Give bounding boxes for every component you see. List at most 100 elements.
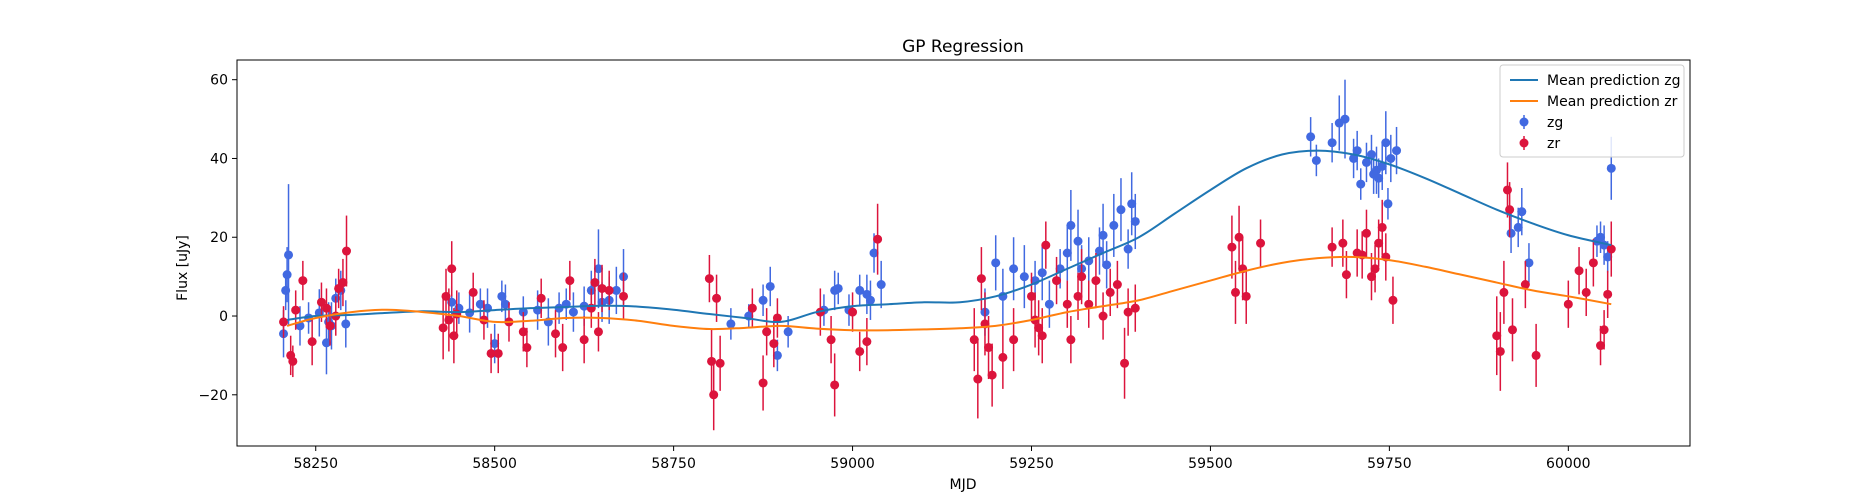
data-point — [1009, 264, 1019, 274]
data-point — [991, 258, 1001, 268]
data-point — [1127, 199, 1137, 209]
data-point — [848, 307, 858, 317]
data-point — [568, 307, 578, 317]
data-point — [1062, 248, 1072, 258]
legend-label: Mean prediction zr — [1547, 94, 1678, 110]
y-tick-label: 20 — [210, 230, 228, 246]
data-point — [987, 370, 997, 380]
data-point — [593, 327, 603, 337]
data-point — [468, 287, 478, 297]
data-point — [1370, 264, 1380, 274]
data-point — [1227, 242, 1237, 252]
data-point — [1361, 228, 1371, 238]
data-point — [976, 274, 986, 284]
legend-swatch — [1519, 138, 1529, 148]
data-point — [1130, 303, 1140, 313]
data-point — [1606, 163, 1616, 173]
data-point — [1377, 161, 1387, 171]
data-point — [765, 281, 775, 291]
data-point — [1256, 238, 1266, 248]
y-tick-label: 0 — [219, 309, 228, 325]
data-point — [475, 299, 485, 309]
data-point — [709, 390, 719, 400]
data-point — [747, 303, 757, 313]
data-point — [1077, 272, 1087, 282]
x-tick-label: 59750 — [1367, 456, 1412, 472]
data-point — [726, 319, 736, 329]
series-line — [286, 255, 1612, 332]
x-tick-label: 58500 — [472, 456, 517, 472]
data-point — [1374, 173, 1384, 183]
data-point — [1327, 138, 1337, 148]
x-tick-label: 59000 — [830, 456, 875, 472]
data-point — [769, 339, 779, 349]
data-point — [1520, 280, 1530, 290]
data-point — [1531, 350, 1541, 360]
data-point — [619, 291, 629, 301]
x-axis-label: MJD — [950, 477, 977, 493]
plot-area — [236, 59, 1691, 447]
data-point — [1102, 260, 1112, 270]
data-point — [1366, 272, 1376, 282]
data-point — [704, 274, 714, 284]
data-point — [1513, 222, 1523, 232]
data-point — [1388, 295, 1398, 305]
data-point — [447, 264, 457, 274]
legend-label: zg — [1547, 115, 1563, 131]
data-point — [1037, 331, 1047, 341]
y-axis-label: Flux [uJy] — [175, 235, 191, 301]
data-point — [1026, 291, 1036, 301]
data-point — [772, 313, 782, 323]
data-point — [490, 339, 500, 349]
data-point — [1603, 252, 1613, 262]
series-line — [286, 149, 1612, 324]
legend-box — [1499, 64, 1685, 158]
data-point — [1073, 236, 1083, 246]
data-point — [1073, 291, 1083, 301]
data-point — [1327, 242, 1337, 252]
y-tick-label: 60 — [210, 73, 228, 89]
data-point — [597, 283, 607, 293]
y-tick-label: −20 — [198, 388, 228, 404]
data-point — [1041, 240, 1051, 250]
data-point — [1374, 238, 1384, 248]
data-point — [869, 248, 879, 258]
data-point — [1009, 335, 1019, 345]
data-point — [1492, 331, 1502, 341]
data-point — [1381, 138, 1391, 148]
data-point — [325, 321, 335, 331]
data-point — [558, 343, 568, 353]
data-point — [1034, 323, 1044, 333]
data-point — [536, 293, 546, 303]
data-point — [1044, 299, 1054, 309]
data-point — [1037, 268, 1047, 278]
data-point — [762, 327, 772, 337]
data-point — [1506, 228, 1516, 238]
data-point — [707, 356, 717, 366]
data-point — [1517, 207, 1527, 217]
data-point — [1499, 287, 1509, 297]
x-axis: 58250 58500 58750 59000 59250 59500 59750 60000 — [293, 446, 1591, 472]
data-point — [1311, 155, 1321, 165]
data-point — [298, 276, 308, 286]
data-point — [338, 278, 348, 288]
x-tick-label: 59250 — [1009, 456, 1054, 472]
data-point — [579, 335, 589, 345]
x-tick-label: 59500 — [1188, 456, 1233, 472]
data-point — [1502, 185, 1512, 195]
plot-frame — [236, 59, 1691, 447]
legend-label: zr — [1547, 136, 1560, 152]
data-point — [984, 343, 994, 353]
data-point — [1066, 335, 1076, 345]
data-point — [321, 303, 331, 313]
data-point — [500, 299, 510, 309]
data-point — [565, 276, 575, 286]
data-point — [998, 352, 1008, 362]
data-point — [873, 234, 883, 244]
data-point — [772, 350, 782, 360]
legend-swatch — [1519, 117, 1529, 127]
data-point — [1105, 287, 1115, 297]
series-zr — [279, 162, 1616, 431]
data-point — [1019, 272, 1029, 282]
data-point — [1383, 199, 1393, 209]
